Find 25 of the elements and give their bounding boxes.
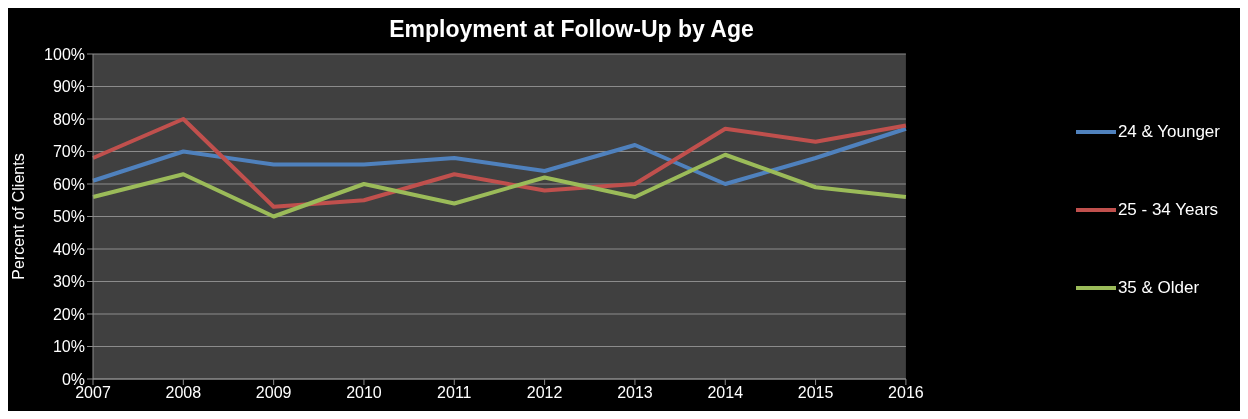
x-tick-label: 2012: [526, 384, 563, 402]
y-tick-label: 50%: [52, 208, 85, 226]
y-tick-label: 10%: [52, 338, 85, 356]
y-tick-label: 90%: [52, 78, 85, 96]
x-tick-label: 2011: [437, 384, 472, 402]
x-tick-label: 2013: [617, 384, 653, 402]
legend-label: 24 & Younger: [1116, 121, 1220, 142]
x-tick-label: 2015: [797, 384, 834, 402]
y-tick-label: 100%: [44, 45, 85, 63]
x-tick-label: 2007: [75, 384, 111, 402]
y-tick-label: 20%: [52, 305, 85, 323]
x-tick-label: 2010: [346, 384, 382, 402]
x-tick-label: 2016: [888, 384, 924, 402]
y-tick-label: 70%: [52, 143, 85, 161]
y-axis-title: Percent of Clients: [9, 153, 27, 280]
legend-label: 25 - 34 Years: [1116, 199, 1220, 220]
y-tick-label: 80%: [52, 110, 85, 128]
x-tick-label: 2009: [255, 384, 292, 402]
x-tick-label: 2014: [707, 384, 744, 402]
y-tick-label: 40%: [52, 240, 85, 258]
chart-title: Employment at Follow-Up by Age: [388, 16, 755, 43]
legend-label: 35 & Older: [1116, 277, 1201, 298]
x-tick-label: 2008: [165, 384, 202, 402]
y-tick-label: 60%: [52, 175, 85, 193]
y-tick-label: 30%: [52, 273, 85, 291]
